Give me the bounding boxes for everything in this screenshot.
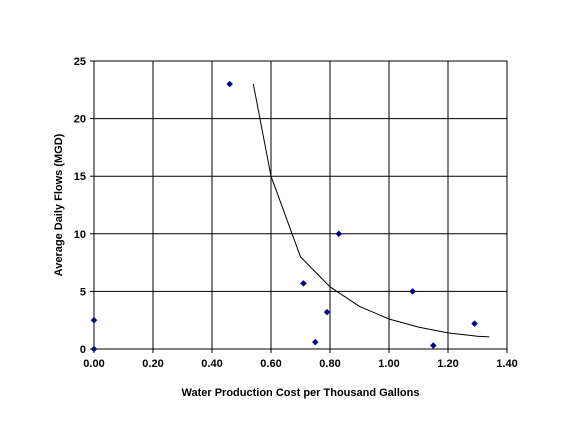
x-tick-label: 0.60 — [260, 358, 281, 370]
plot-area-frame — [93, 60, 508, 350]
y-axis-title: Average Daily Flows (MGD) — [53, 133, 65, 276]
x-tick-label: 0.20 — [142, 358, 163, 370]
x-tick-label: 1.00 — [378, 358, 399, 370]
y-tick-label: 20 — [74, 114, 86, 126]
x-tick-label: 1.20 — [437, 358, 458, 370]
x-axis-title: Water Production Cost per Thousand Gallo… — [182, 387, 420, 399]
data-point — [471, 320, 478, 328]
data-point — [300, 279, 307, 287]
y-tick-label: 5 — [80, 286, 86, 298]
x-tick-label: 0.40 — [201, 358, 222, 370]
x-tick-label: 1.40 — [496, 358, 517, 370]
data-point — [409, 288, 416, 295]
data-point — [226, 80, 234, 88]
y-tick-label: 25 — [74, 56, 86, 68]
y-tick-label: 0 — [80, 344, 86, 356]
y-axis-tick-labels: 0 5 10 15 20 25 — [74, 56, 94, 356]
grid — [93, 60, 508, 350]
y-tick-label: 15 — [74, 171, 86, 183]
data-point — [335, 230, 343, 238]
data-point — [323, 308, 331, 316]
data-point — [429, 342, 437, 349]
y-tick-label: 10 — [74, 229, 86, 241]
x-axis-tick-labels: 0.00 0.20 0.40 0.60 0.80 1.00 1.20 1.40 — [83, 349, 518, 370]
data-point — [311, 338, 319, 346]
data-point — [90, 345, 98, 353]
data-point — [90, 316, 98, 324]
x-tick-label: 0.00 — [83, 358, 104, 370]
trendline — [252, 83, 490, 338]
x-tick-label: 0.80 — [319, 358, 340, 370]
data-points — [90, 80, 478, 353]
